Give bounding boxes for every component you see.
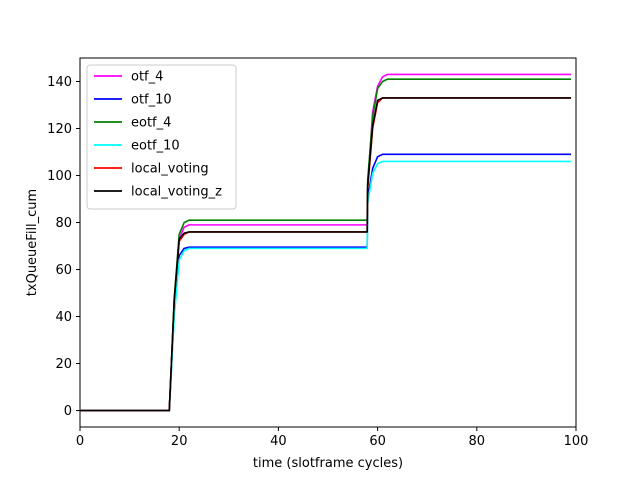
x-tick-label: 100	[564, 434, 589, 449]
y-tick-label: 40	[55, 310, 72, 325]
axis-ticks: 0 20 40 60 80 100 0 20 40 60 80 100 120 140	[47, 75, 588, 449]
y-tick-label: 60	[55, 263, 72, 278]
x-tick-label: 60	[369, 434, 386, 449]
series-line-local_voting_z	[80, 97, 572, 412]
x-tick-label: 0	[76, 434, 84, 449]
y-tick-label: 20	[55, 357, 72, 372]
x-tick-label: 20	[171, 434, 188, 449]
y-tick-label: 120	[47, 122, 72, 137]
y-tick-label: 0	[64, 404, 72, 419]
legend-box	[86, 64, 237, 210]
series-layer	[80, 73, 572, 412]
plot-frame	[79, 57, 577, 428]
legend-label-otf_10: otf_10	[131, 93, 172, 108]
y-tick-label: 100	[47, 169, 72, 184]
legend-label-local_voting: local_voting	[131, 162, 209, 177]
legend: otf_4 otf_10 eotf_4 eotf_10 local_votingloca…	[86, 64, 237, 210]
x-axis-label: time (slotframe cycles)	[253, 456, 403, 471]
y-tick-label: 80	[55, 216, 72, 231]
x-tick-label: 40	[270, 434, 287, 449]
legend-label-eotf_4: eotf_4	[131, 116, 171, 131]
legend-label-otf_4: otf_4	[131, 70, 163, 85]
legend-label-eotf_10: eotf_10	[131, 139, 180, 154]
x-tick-label: 80	[469, 434, 486, 449]
legend-label-local_voting_z: local_voting_z	[131, 185, 222, 200]
y-tick-label: 140	[47, 75, 72, 90]
y-axis-label: txQueueFill_cum	[25, 189, 40, 296]
